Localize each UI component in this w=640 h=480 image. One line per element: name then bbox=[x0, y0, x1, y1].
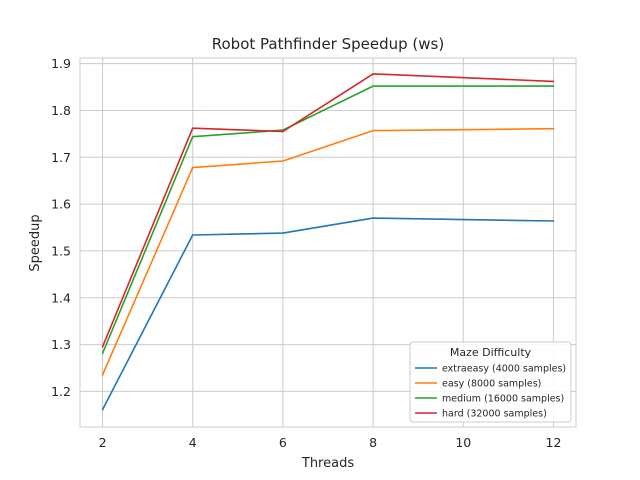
legend-title: Maze Difficulty bbox=[450, 346, 532, 359]
data-point bbox=[552, 80, 555, 83]
legend-label: hard (32000 samples) bbox=[442, 409, 547, 420]
x-tick-label: 10 bbox=[455, 435, 471, 450]
x-tick-label: 12 bbox=[546, 435, 562, 450]
y-tick-label: 1.9 bbox=[51, 56, 71, 71]
y-tick-label: 1.3 bbox=[51, 337, 71, 352]
y-tick-label: 1.4 bbox=[51, 290, 71, 305]
data-point bbox=[372, 129, 374, 132]
data-point bbox=[191, 234, 194, 236]
y-tick-label: 1.8 bbox=[51, 103, 71, 118]
data-point bbox=[552, 220, 555, 222]
x-tick-label: 2 bbox=[99, 435, 107, 450]
y-tick-label: 1.5 bbox=[51, 243, 71, 258]
legend-label: easy (8000 samples) bbox=[442, 379, 541, 390]
y-tick-label: 1.7 bbox=[51, 150, 71, 165]
legend-label: extraeasy (4000 samples) bbox=[442, 364, 566, 375]
data-point bbox=[372, 85, 374, 87]
y-tick-label: 1.6 bbox=[51, 197, 71, 212]
y-axis-label: Speedup bbox=[28, 214, 43, 271]
data-point bbox=[552, 85, 555, 87]
data-point bbox=[372, 73, 374, 75]
data-point bbox=[372, 217, 374, 219]
data-point bbox=[282, 160, 284, 162]
legend: Maze Difficulty extraeasy (4000 samples) e… bbox=[409, 341, 572, 423]
data-point bbox=[101, 346, 104, 348]
x-tick-label: 4 bbox=[189, 435, 197, 450]
data-point bbox=[282, 130, 284, 133]
data-point bbox=[282, 232, 284, 234]
legend-box bbox=[409, 341, 572, 423]
data-point bbox=[191, 127, 194, 130]
data-point bbox=[552, 127, 555, 130]
legend-label: medium (16000 samples) bbox=[442, 394, 564, 405]
data-point bbox=[191, 166, 194, 169]
tick-labels: 2 4 6 8 10 12 1.2 1.3 1.4 1.5 1.6 1.7 1.8 1.9 bbox=[51, 56, 561, 450]
data-point bbox=[101, 374, 104, 376]
x-tick-label: 8 bbox=[369, 435, 377, 450]
series-lines bbox=[101, 73, 555, 411]
data-point bbox=[101, 352, 104, 355]
x-tick-label: 6 bbox=[279, 435, 287, 450]
data-point bbox=[101, 408, 104, 411]
y-tick-label: 1.2 bbox=[51, 384, 71, 399]
x-axis-label: Threads bbox=[301, 456, 354, 471]
data-point bbox=[191, 135, 194, 138]
chart-title: Robot Pathfinder Speedup (ws) bbox=[212, 35, 444, 53]
